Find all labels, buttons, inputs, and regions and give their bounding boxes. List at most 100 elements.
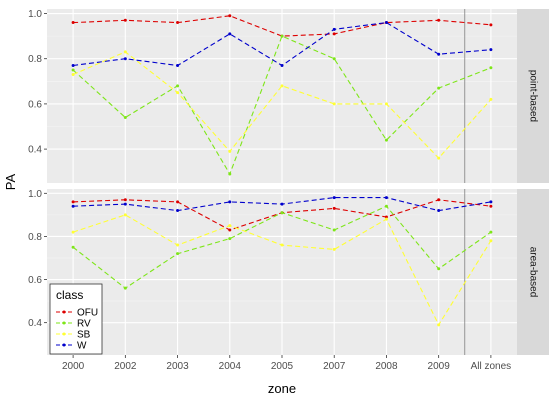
legend-key-point [62,343,66,347]
data-point-ofu [332,206,336,210]
series-line-ofu [73,15,491,37]
data-point-sb [384,217,388,221]
data-point-rv [71,68,75,72]
x-tick-label: 2003 [166,361,189,372]
data-point-sb [228,224,232,228]
data-point-rv [437,86,441,90]
data-point-rv [228,237,232,241]
y-tick-label: 0.6 [28,99,42,110]
y-tick-label: 0.4 [28,318,42,329]
data-point-w [384,196,388,200]
data-point-w [332,27,336,31]
chart-panels: 0.4 0.6 0.8 1.0 point-based 0.4 0.6 0.8 1.0 area-… [28,9,549,355]
x-tick-label: 2005 [271,361,294,372]
data-point-sb [384,102,388,106]
data-point-ofu [228,14,232,18]
data-point-sb [489,97,493,101]
data-point-sb [176,243,180,247]
x-axis-title: zone [268,381,296,396]
legend-key-point [62,332,66,336]
facet-strip [517,9,549,183]
data-point-ofu [176,21,180,25]
y-tick-label: 0.4 [28,145,42,156]
data-point-rv [280,211,284,215]
data-point-w [123,202,127,206]
data-point-sb [332,102,336,106]
panel-area-based: 0.4 0.6 0.8 1.0 area-based [28,189,549,355]
data-point-rv [489,230,493,234]
legend-label-w: W [77,341,87,352]
data-point-w [123,57,127,61]
data-point-w [71,204,75,208]
x-tick-label: All zones [471,361,512,372]
data-point-rv [384,204,388,208]
legend-label-rv: RV [77,319,91,330]
x-axis: 2000 2002 2003 2004 2005 2007 2008 2009 All zone… [62,355,511,372]
data-point-sb [228,149,232,153]
data-point-w [280,202,284,206]
data-point-rv [332,57,336,61]
data-point-w [437,209,441,213]
data-point-ofu [384,215,388,219]
panel-point-based: 0.4 0.6 0.8 1.0 point-based [28,9,549,183]
data-point-ofu [489,204,493,208]
data-point-rv [437,267,441,271]
data-point-w [71,63,75,67]
data-point-w [489,48,493,52]
data-point-ofu [489,23,493,27]
data-point-ofu [123,198,127,202]
data-point-sb [176,91,180,95]
data-point-ofu [176,200,180,204]
x-tick-label: 2000 [62,361,85,372]
data-point-sb [123,213,127,217]
facet-strip [517,189,549,355]
data-point-sb [71,230,75,234]
data-point-sb [280,243,284,247]
data-point-sb [71,73,75,77]
facet-strip-label: point-based [527,70,538,122]
data-point-w [280,63,284,67]
data-point-rv [176,84,180,88]
data-point-w [384,21,388,25]
x-tick-label: 2009 [428,361,451,372]
data-point-rv [228,172,232,176]
x-tick-label: 2007 [323,361,346,372]
legend-label-ofu: OFU [77,308,98,319]
series-line-sb [72,51,492,159]
data-point-w [176,209,180,213]
y-tick-label: 0.6 [28,275,42,286]
data-point-ofu [123,18,127,22]
data-point-ofu [437,18,441,22]
data-point-w [228,200,232,204]
data-point-sb [332,247,336,251]
y-axis-title: PA [3,173,18,190]
y-tick-label: 1.0 [28,189,42,200]
legend-key-point [62,310,66,314]
y-tick-label: 1.0 [28,9,42,20]
data-point-ofu [71,200,75,204]
x-tick-label: 2008 [375,361,398,372]
data-point-sb [280,84,284,88]
data-point-ofu [332,32,336,36]
series-line-rv [72,35,492,176]
facet-strip-label: area-based [527,247,538,298]
data-point-rv [280,34,284,38]
data-point-sb [437,323,441,327]
data-point-rv [123,115,127,119]
data-point-w [437,52,441,56]
data-point-sb [437,156,441,160]
data-point-rv [71,245,75,249]
legend-box [49,283,103,355]
legend-label-sb: SB [77,330,91,341]
y-tick-label: 0.8 [28,232,42,243]
data-point-rv [489,66,493,70]
data-point-sb [123,50,127,54]
x-tick-label: 2002 [114,361,137,372]
data-point-sb [489,239,493,243]
data-point-w [489,200,493,204]
data-point-w [228,32,232,36]
data-point-rv [176,252,180,256]
legend-title: class [56,288,83,302]
